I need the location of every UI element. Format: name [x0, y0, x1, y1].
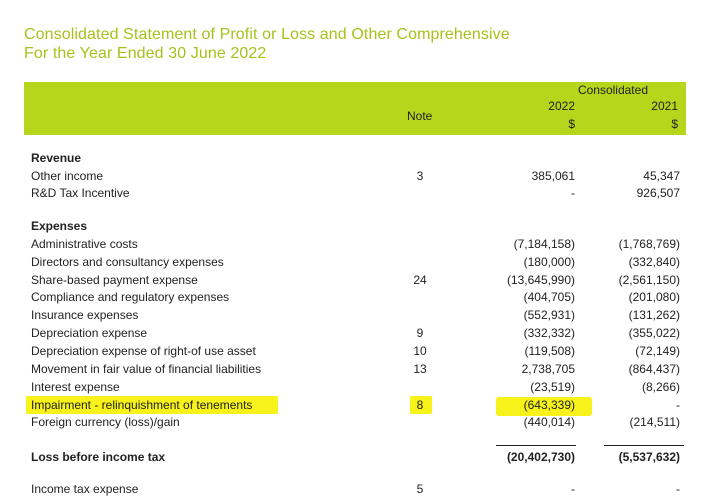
- row-value-2022: -: [571, 482, 575, 496]
- statement-title: Consolidated Statement of Profit or Loss…: [24, 26, 510, 43]
- table-row: Other income 3 385,061 45,347: [0, 169, 710, 187]
- highlight-impairment-note: [410, 396, 432, 414]
- row-value-2022: (440,014): [523, 415, 575, 429]
- row-label: Depreciation expense: [31, 326, 148, 340]
- row-note: 3: [416, 169, 424, 183]
- header-year-2022: 2022: [548, 99, 575, 113]
- row-label: R&D Tax Incentive: [31, 186, 130, 200]
- row-label: Administrative costs: [31, 237, 138, 251]
- row-note: 10: [413, 344, 427, 358]
- table-row: R&D Tax Incentive - 926,507: [0, 186, 710, 204]
- row-label: Share-based payment expense: [31, 273, 198, 287]
- table-row: Foreign currency (loss)/gain (440,014) (…: [0, 415, 710, 433]
- revenue-heading: Revenue: [31, 151, 82, 165]
- row-value-2021: (1,768,769): [618, 237, 680, 251]
- row-value-2021: 45,347: [643, 169, 680, 183]
- row-value-2021: (8,266): [641, 380, 680, 394]
- loss-before-tax-row: Loss before income tax (20,402,730) (5,5…: [0, 450, 710, 468]
- row-label: Directors and consultancy expenses: [31, 255, 224, 269]
- row-value-2021: (5,537,632): [618, 450, 680, 464]
- table-row: Administrative costs (7,184,158) (1,768,…: [0, 237, 710, 255]
- table-row: Depreciation expense 9 (332,332) (355,02…: [0, 326, 710, 344]
- row-value-2021: (72,149): [635, 344, 680, 358]
- row-value-2021: -: [676, 482, 680, 496]
- income-tax-row: Income tax expense 5 - -: [0, 482, 710, 500]
- row-label: Compliance and regulatory expenses: [31, 290, 230, 304]
- row-value-2022: (180,000): [523, 255, 575, 269]
- header-note: Note: [407, 109, 433, 123]
- header-currency-2022: $: [568, 117, 575, 131]
- row-value-2022: (404,705): [523, 290, 575, 304]
- row-value-2022: (643,339): [523, 398, 575, 412]
- row-note: 8: [416, 398, 424, 412]
- row-value-2021: (332,840): [628, 255, 680, 269]
- row-value-2022: (7,184,158): [513, 237, 575, 251]
- row-label: Movement in fair value of financial liab…: [31, 362, 262, 376]
- row-value-2022: (23,519): [530, 380, 575, 394]
- table-header-band: [24, 82, 686, 135]
- table-row: Compliance and regulatory expenses (404,…: [0, 290, 710, 308]
- table-row: Share-based payment expense 24 (13,645,9…: [0, 273, 710, 291]
- row-value-2021: (214,511): [629, 415, 680, 429]
- row-note: 24: [413, 273, 427, 287]
- row-value-2021: 926,507: [636, 186, 680, 200]
- row-value-2022: (332,332): [523, 326, 575, 340]
- row-value-2022: 2,738,705: [521, 362, 575, 376]
- row-value-2021: (355,022): [628, 326, 680, 340]
- subtotal-rule-2021: [604, 445, 684, 446]
- row-note: 9: [416, 326, 424, 340]
- row-value-2022: (119,508): [524, 344, 575, 358]
- row-value-2021: (864,437): [628, 362, 680, 376]
- row-value-2022: -: [571, 186, 575, 200]
- row-label: Insurance expenses: [31, 308, 139, 322]
- row-value-2022: 385,061: [531, 169, 575, 183]
- row-value-2021: (131,262): [628, 308, 680, 322]
- table-row: Interest expense (23,519) (8,266): [0, 380, 710, 398]
- row-note: 13: [413, 362, 427, 376]
- row-label: Income tax expense: [31, 482, 139, 496]
- row-label: Impairment - relinquishment of tenements: [31, 398, 253, 412]
- row-value-2021: (201,080): [628, 290, 680, 304]
- highlight-impairment-label: [26, 396, 278, 414]
- row-value-2021: -: [676, 398, 680, 412]
- row-value-2022: (552,931): [523, 308, 575, 322]
- expenses-heading: Expenses: [31, 219, 88, 233]
- row-label: Foreign currency (loss)/gain: [31, 415, 180, 429]
- header-consolidated: Consolidated: [577, 83, 648, 97]
- row-label: Interest expense: [31, 380, 120, 394]
- header-currency-2021: $: [671, 117, 678, 131]
- subtotal-rule-2022: [496, 445, 576, 446]
- revenue-heading-row: Revenue: [0, 151, 710, 169]
- table-row: Movement in fair value of financial liab…: [0, 362, 710, 380]
- highlight-impairment-value: [496, 397, 592, 416]
- row-label: Other income: [31, 169, 104, 183]
- table-row: Depreciation expense of right-of use ass…: [0, 344, 710, 362]
- row-value-2022: (13,645,990): [506, 273, 575, 287]
- row-label: Loss before income tax: [31, 450, 166, 464]
- row-value-2021: (2,561,150): [618, 273, 680, 287]
- table-row-highlighted: Impairment - relinquishment of tenements…: [0, 398, 710, 416]
- expenses-heading-row: Expenses: [0, 219, 710, 237]
- table-row: Insurance expenses (552,931) (131,262): [0, 308, 710, 326]
- row-value-2022: (20,402,730): [506, 450, 575, 464]
- table-row: Directors and consultancy expenses (180,…: [0, 255, 710, 273]
- header-year-2021: 2021: [651, 99, 678, 113]
- row-note: 5: [416, 482, 424, 496]
- statement-subtitle: For the Year Ended 30 June 2022: [24, 45, 267, 62]
- row-label: Depreciation expense of right-of use ass…: [31, 344, 256, 358]
